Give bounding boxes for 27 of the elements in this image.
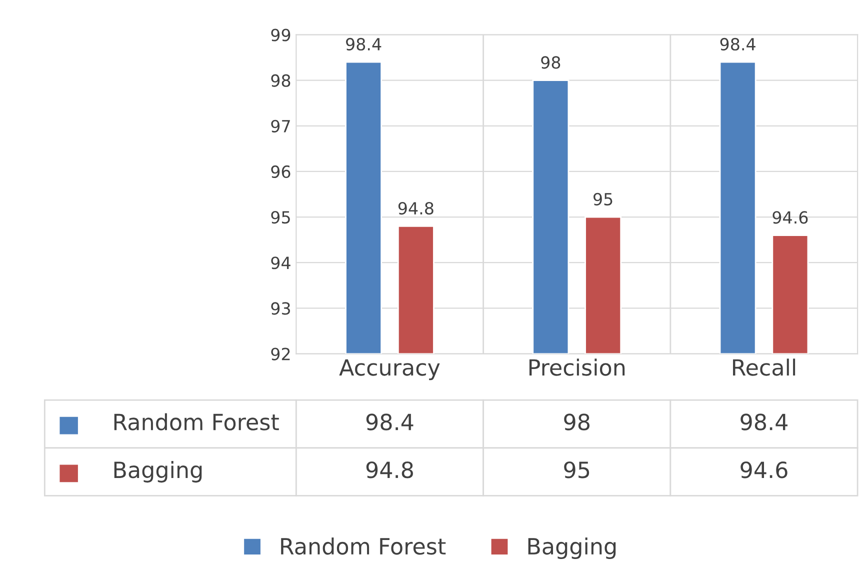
y-tick-label: 97 (271, 120, 290, 132)
annotation: 98 (541, 56, 560, 69)
legend-label: Random Forest (114, 413, 279, 430)
data-label: 94.8 (366, 461, 413, 478)
y-tick-label: 94 (271, 256, 290, 270)
y-tick-label: 92 (271, 348, 290, 360)
y-tick-label: 98 (271, 74, 290, 87)
y-tick-label: 95 (271, 211, 290, 224)
annotation: 98.4 (346, 38, 382, 51)
x-tick-label: Precision (529, 358, 625, 376)
y-tick-label: 99 (271, 28, 290, 42)
legend-label: Bagging (528, 537, 616, 559)
x-tick-label: Recall (733, 358, 796, 376)
annotation: 95 (594, 192, 612, 206)
data-label: 98.4 (366, 414, 414, 430)
text: Random Forest (281, 537, 446, 555)
text: Bagging (114, 461, 202, 483)
annotation: 94.8 (398, 202, 434, 215)
y-tick-label: 96 (271, 165, 290, 178)
data-label: 94.6 (740, 461, 788, 478)
annotation: 94.6 (772, 211, 808, 224)
data-label: 98.4 (740, 414, 788, 430)
annotation: 98.4 (720, 38, 756, 51)
x-tick-label: Accuracy (339, 359, 440, 380)
data-label: 98 (564, 414, 590, 430)
y-tick-label: 93 (271, 302, 290, 315)
data-label: 95 (564, 461, 590, 478)
